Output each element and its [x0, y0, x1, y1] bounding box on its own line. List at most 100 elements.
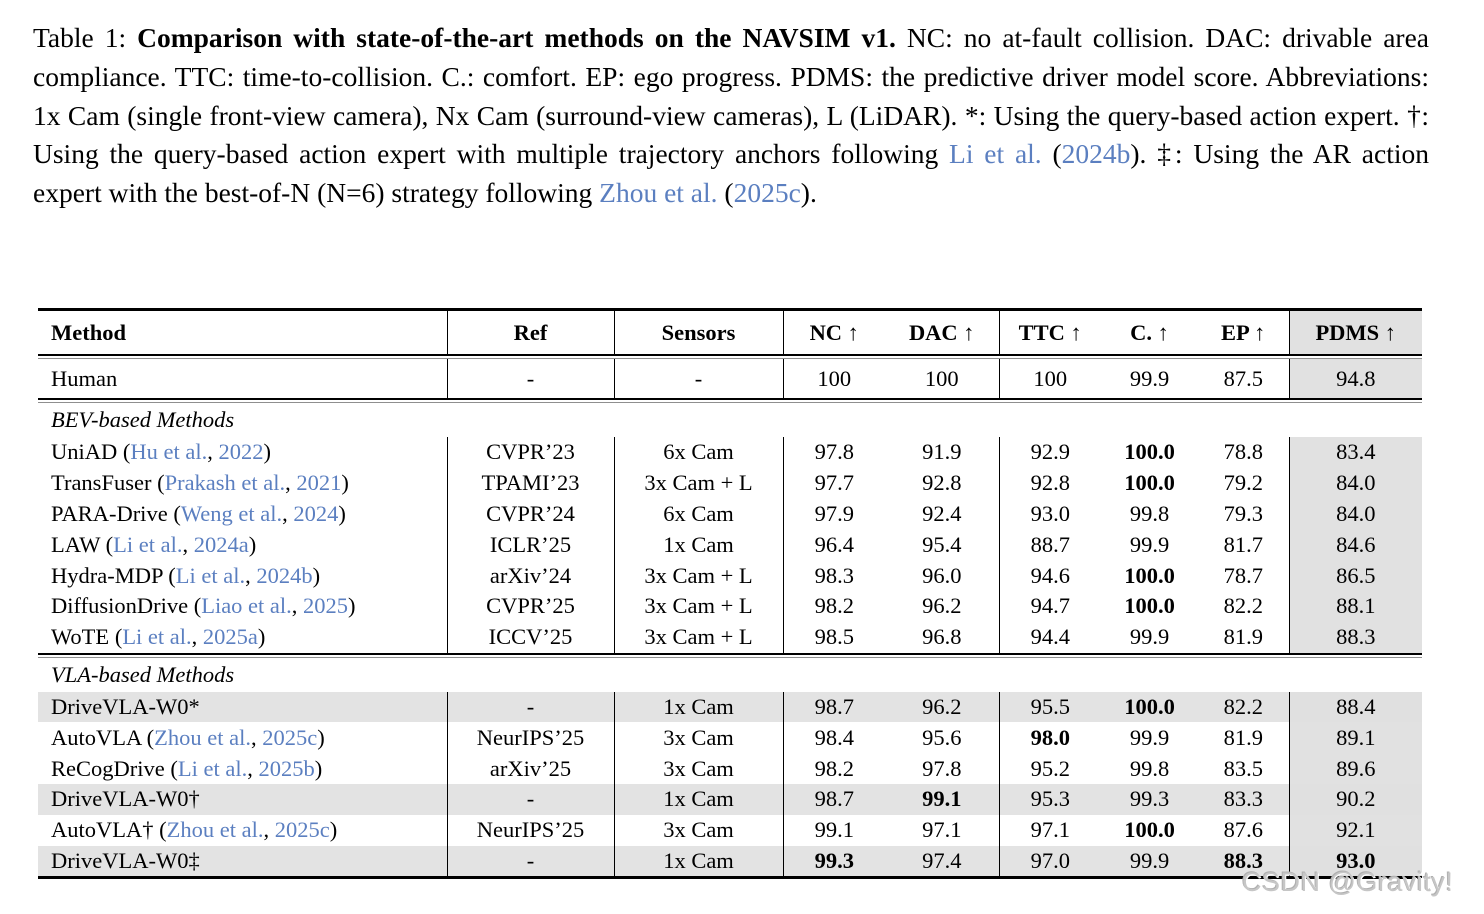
citation-link[interactable]: 2025	[303, 593, 349, 619]
nc-cell: 100	[817, 365, 852, 391]
ref-cell: arXiv’24	[447, 560, 615, 591]
table-row: AutoVLA† (Zhou et al., 2025c) NeurIPS’25 3…	[38, 814, 1422, 846]
citation-link[interactable]: Liao et al.	[201, 593, 292, 619]
sensors-cell: 3x Cam	[614, 753, 784, 784]
nc-cell: 98.7	[783, 691, 885, 723]
paren: (	[157, 470, 165, 496]
paren: )	[312, 562, 321, 588]
comma: ,	[247, 755, 259, 781]
comma: ,	[282, 500, 294, 526]
comfort-cell: 100.0	[1101, 691, 1198, 723]
ep-cell: 81.7	[1198, 529, 1290, 561]
citation-link[interactable]: 2021	[296, 470, 342, 496]
ttc-cell: 94.6	[1030, 562, 1070, 588]
citation-link[interactable]: 2024	[293, 500, 339, 526]
citation-link[interactable]: Li et al.	[949, 138, 1042, 170]
ttc-cell: 92.9	[1030, 439, 1070, 465]
dac-cell: 97.8	[885, 753, 1000, 784]
method-cell: LAW (Li et al., 2024a)	[38, 529, 448, 561]
pdms-cell: 84.0	[1289, 498, 1422, 530]
citation-link[interactable]: Li et al.	[113, 531, 183, 557]
ref-cell: -	[447, 358, 615, 399]
method-cell: WoTE (Li et al., 2025a)	[38, 621, 448, 654]
ref-cell: arXiv’25	[447, 753, 615, 784]
citation-link[interactable]: Li et al.	[177, 755, 248, 781]
results-table: Method Ref Sensors NC ↑ DAC ↑ TTC ↑ C. ↑…	[38, 308, 1422, 880]
pdms-cell: 92.1	[1289, 814, 1422, 846]
citation-link[interactable]: Zhou et al.	[154, 724, 251, 750]
citation-link[interactable]: 2025c	[733, 177, 801, 209]
pdms-cell: 90.2	[1289, 783, 1422, 815]
ref-cell: -	[447, 845, 615, 878]
citation-link[interactable]: 2024b	[1061, 138, 1131, 170]
citation-link[interactable]: Hu et al.	[130, 439, 208, 465]
paren: (	[122, 439, 131, 465]
citation-link[interactable]: 2025a	[202, 624, 258, 650]
ep-cell: 81.9	[1198, 621, 1290, 654]
method-name: AutoVLA	[51, 724, 147, 750]
ep-cell: 81.9	[1198, 722, 1290, 754]
paren: )	[329, 817, 338, 843]
citation-link[interactable]: 2022	[218, 439, 264, 465]
comfort-cell: 100.0	[1124, 593, 1175, 619]
dac-cell: 99.1	[885, 783, 1000, 815]
method-name: AutoVLA†	[51, 817, 160, 843]
citation-link[interactable]: 2024b	[256, 562, 313, 588]
ttc-cell: 94.7	[1030, 593, 1070, 619]
ref-cell: NeurIPS’25	[447, 722, 615, 754]
nc-cell: 98.5	[814, 624, 854, 650]
nc-cell: 98.3	[814, 562, 854, 588]
ttc-cell: 100	[1033, 365, 1068, 391]
citation-link[interactable]: 2025c	[262, 724, 318, 750]
pdms-cell: 86.5	[1289, 560, 1422, 591]
horizontal-rule	[38, 652, 1422, 658]
section-title: VLA-based Methods	[51, 661, 235, 687]
citation-link[interactable]: 2024a	[193, 531, 249, 557]
ep-cell: 82.2	[1198, 590, 1290, 622]
ep-cell: 83.5	[1198, 753, 1290, 784]
pdms-cell: 89.6	[1289, 753, 1422, 784]
dac-cell: 100	[885, 358, 1000, 399]
citation-link[interactable]: Weng et al.	[180, 500, 283, 526]
method-name: DriveVLA-W0†	[51, 786, 200, 812]
sensors-cell: -	[614, 358, 784, 399]
sensors-cell: 3x Cam + L	[614, 621, 784, 654]
comfort-cell: 99.9	[1101, 845, 1198, 878]
citation-link[interactable]: Zhou et al.	[599, 177, 718, 209]
dac-cell: 96.8	[885, 621, 1000, 654]
ttc-cell: 97.1	[1030, 817, 1070, 843]
caption-text: Comparison with state-of-the-art methods…	[137, 22, 896, 53]
comma: ,	[263, 817, 275, 843]
table-row: PARA-Drive (Weng et al., 2024) CVPR’24 6x …	[38, 498, 1422, 530]
nc-cell: 98.7	[783, 783, 885, 815]
ep-cell: 88.3	[1198, 845, 1290, 878]
citation-link[interactable]: Zhou et al.	[166, 817, 264, 843]
dac-cell: 96.2	[885, 691, 1000, 723]
citation-link[interactable]: 2025b	[258, 755, 315, 781]
method-name: Human	[51, 365, 118, 391]
ref-cell: CVPR’23	[447, 437, 615, 468]
method-name: ReCogDrive	[51, 755, 171, 781]
pdms-cell: 93.0	[1289, 845, 1422, 878]
table-caption: Table 1: Comparison with state-of-the-ar…	[33, 19, 1429, 213]
sensors-cell: 1x Cam	[614, 529, 784, 561]
citation-link[interactable]: 2025c	[274, 817, 330, 843]
paren: )	[257, 624, 266, 650]
col-header-ep: EP ↑	[1198, 309, 1290, 355]
ref-cell: TPAMI’23	[447, 467, 615, 499]
ref-cell: CVPR’25	[447, 590, 615, 622]
comma: ,	[245, 562, 257, 588]
table-row: DriveVLA-W0† -1x Cam 98.7 99.1 95.3 99.3 83.3 9…	[38, 783, 1422, 815]
comma: ,	[207, 439, 219, 465]
caption-text: (	[717, 177, 734, 209]
pdms-cell: 94.8	[1289, 358, 1422, 399]
citation-link[interactable]: Li et al.	[122, 624, 192, 650]
citation-link[interactable]: Prakash et al.	[164, 470, 286, 496]
ref-cell: CVPR’24	[447, 498, 615, 530]
paren: (	[146, 724, 155, 750]
method-cell: Hydra-MDP (Li et al., 2024b)	[38, 560, 448, 591]
comfort-cell: 100.0	[1124, 817, 1175, 843]
pdms-cell: 88.4	[1289, 691, 1422, 723]
method-cell: ReCogDrive (Li et al., 2025b)	[38, 753, 448, 784]
citation-link[interactable]: Li et al.	[175, 562, 246, 588]
